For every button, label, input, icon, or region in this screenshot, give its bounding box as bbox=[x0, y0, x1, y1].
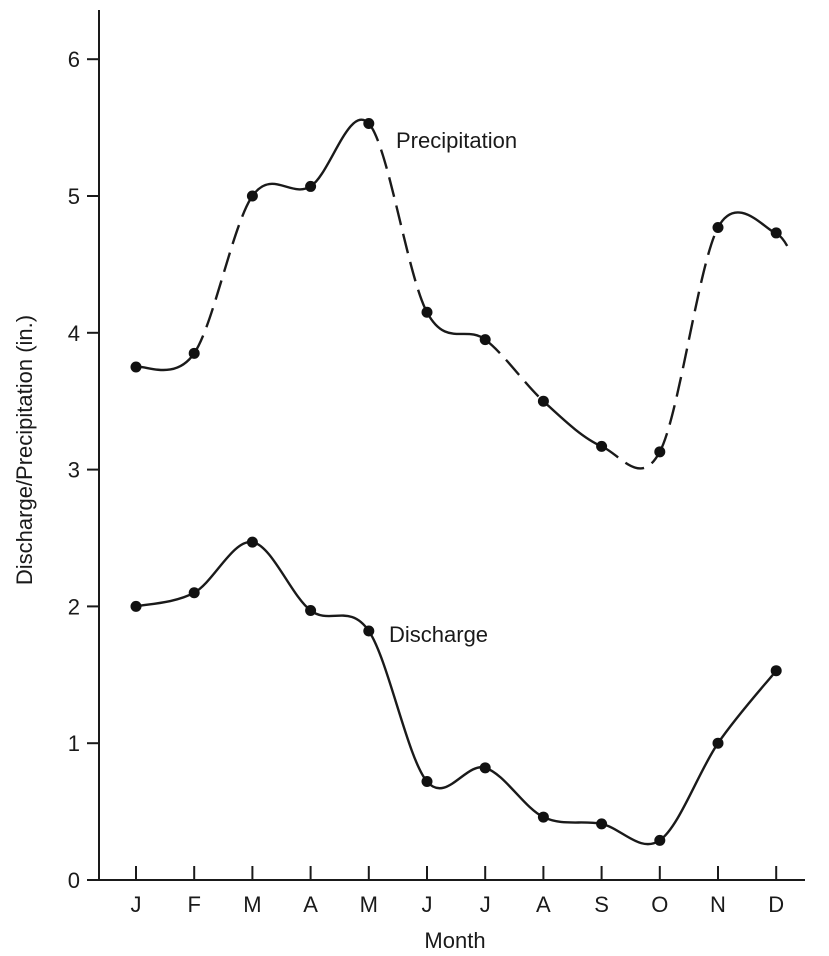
precipitation-line-segment bbox=[251, 182, 312, 197]
x-tick-label: J bbox=[480, 892, 491, 917]
precipitation-data-point bbox=[188, 347, 200, 359]
discharge-data-point bbox=[479, 762, 491, 774]
discharge-data-point bbox=[654, 834, 666, 846]
precipitation-line-segment bbox=[542, 400, 603, 448]
y-axis-title: Discharge/Precipitation (in.) bbox=[12, 315, 37, 585]
discharge-data-point bbox=[596, 818, 608, 830]
x-tick-label: J bbox=[422, 892, 433, 917]
x-tick-label: S bbox=[594, 892, 609, 917]
precipitation-series-label: Precipitation bbox=[396, 128, 517, 153]
x-tick-label: D bbox=[768, 892, 784, 917]
discharge-data-point bbox=[246, 536, 258, 548]
discharge-line-segment bbox=[484, 766, 544, 819]
axes bbox=[98, 10, 805, 881]
discharge-data-point bbox=[188, 587, 200, 599]
x-tick-label: F bbox=[187, 892, 200, 917]
discharge-data-point bbox=[305, 605, 317, 617]
x-axis-title: Month bbox=[424, 928, 485, 953]
precipitation-line-segment bbox=[716, 211, 777, 235]
y-tick-label: 6 bbox=[68, 47, 80, 72]
precipitation-line-segment bbox=[601, 445, 661, 470]
discharge-line-segment bbox=[542, 816, 602, 826]
x-tick-label: A bbox=[536, 892, 551, 917]
precipitation-data-point bbox=[305, 180, 317, 192]
precipitation-line-segment bbox=[658, 226, 720, 453]
series-curves bbox=[135, 118, 789, 846]
discharge-data-point bbox=[770, 665, 782, 677]
discharge-line-segment bbox=[135, 591, 195, 608]
precipitation-data-point bbox=[537, 395, 549, 407]
precipitation-data-point bbox=[479, 334, 491, 346]
discharge-line-segment bbox=[601, 822, 661, 846]
discharge-data-point bbox=[421, 776, 433, 788]
discharge-series-label: Discharge bbox=[389, 622, 488, 647]
precipitation-data-point bbox=[596, 440, 608, 452]
discharge-line-segment bbox=[426, 766, 486, 790]
precipitation-line-segment bbox=[309, 118, 370, 188]
precipitation-line-segment bbox=[193, 195, 254, 354]
precipitation-data-point bbox=[363, 117, 375, 129]
x-tick-label: J bbox=[131, 892, 142, 917]
x-tick-label: M bbox=[243, 892, 261, 917]
y-tick-label: 3 bbox=[68, 458, 80, 483]
x-tick-label: O bbox=[651, 892, 668, 917]
y-tick-label: 2 bbox=[68, 594, 80, 619]
discharge-line-segment bbox=[717, 669, 778, 744]
precipitation-data-point bbox=[770, 227, 782, 239]
discharge-data-point bbox=[712, 737, 724, 749]
precipitation-data-point bbox=[712, 221, 724, 233]
y-tick-label: 5 bbox=[68, 184, 80, 209]
precipitation-line-segment bbox=[135, 352, 196, 372]
y-tick-label: 1 bbox=[68, 731, 80, 756]
precipitation-data-point bbox=[246, 190, 258, 202]
x-tick-label: A bbox=[303, 892, 318, 917]
discharge-data-point bbox=[363, 625, 375, 637]
discharge-line-segment bbox=[367, 630, 428, 783]
x-tick-label: M bbox=[360, 892, 378, 917]
y-tick-label: 4 bbox=[68, 321, 80, 346]
precipitation-data-point bbox=[130, 361, 142, 373]
x-tick-label: N bbox=[710, 892, 726, 917]
series-points bbox=[130, 117, 782, 846]
discharge-line-segment bbox=[659, 742, 719, 842]
y-ticks: 0 1 2 3 4 5 6 bbox=[68, 47, 99, 893]
discharge-data-point bbox=[130, 600, 142, 612]
y-tick-label: 0 bbox=[68, 868, 80, 893]
precipitation-data-point bbox=[654, 446, 666, 458]
precipitation-line-segment bbox=[484, 338, 545, 403]
precipitation-line-segment bbox=[367, 122, 429, 313]
discharge-data-point bbox=[537, 811, 549, 823]
precipitation-data-point bbox=[421, 306, 433, 318]
discharge-line-segment bbox=[309, 609, 370, 632]
discharge-line-segment bbox=[252, 540, 312, 612]
discharge-line-segment bbox=[193, 540, 253, 594]
precipitation-line-segment bbox=[425, 311, 486, 341]
